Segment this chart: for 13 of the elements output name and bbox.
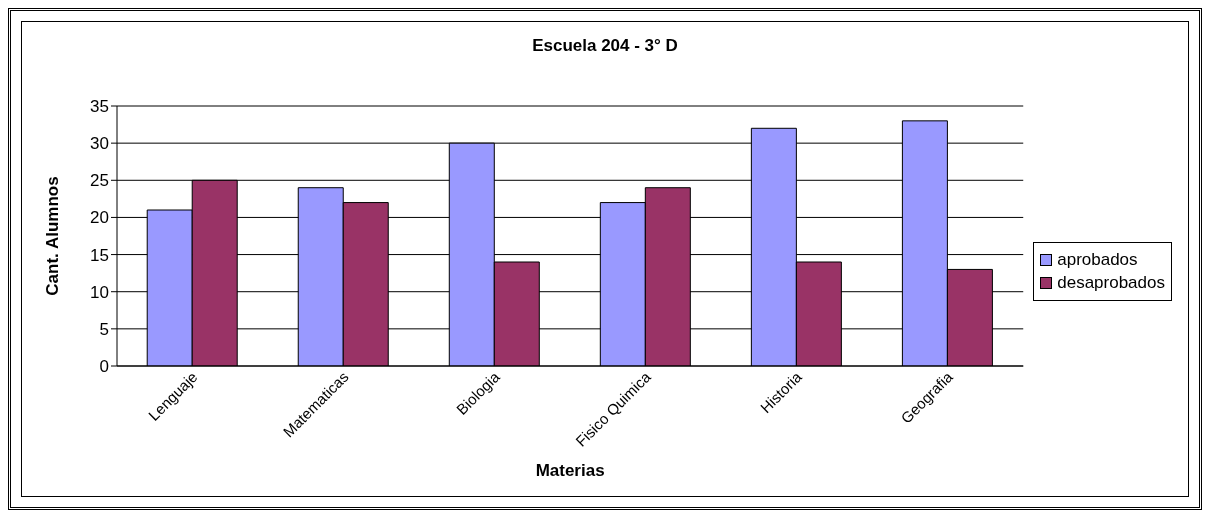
y-tick-label: 0 [99,357,109,377]
y-axis-title: Cant. Alumnos [43,176,63,296]
y-tick-label: 25 [90,171,109,191]
y-tick-label: 30 [90,134,109,154]
y-tick-label: 10 [90,282,109,302]
y-tick-label: 35 [90,97,109,117]
y-tick-label: 15 [90,245,109,265]
x-axis-title: Materias [535,461,605,480]
legend-label: aprobados [1056,249,1139,270]
legend-label: desaprobados [1056,272,1165,293]
y-tick-label: 5 [99,319,109,339]
chart-title: Escuela 204 - 3° D [531,36,679,56]
y-tick-label: 20 [90,208,109,228]
